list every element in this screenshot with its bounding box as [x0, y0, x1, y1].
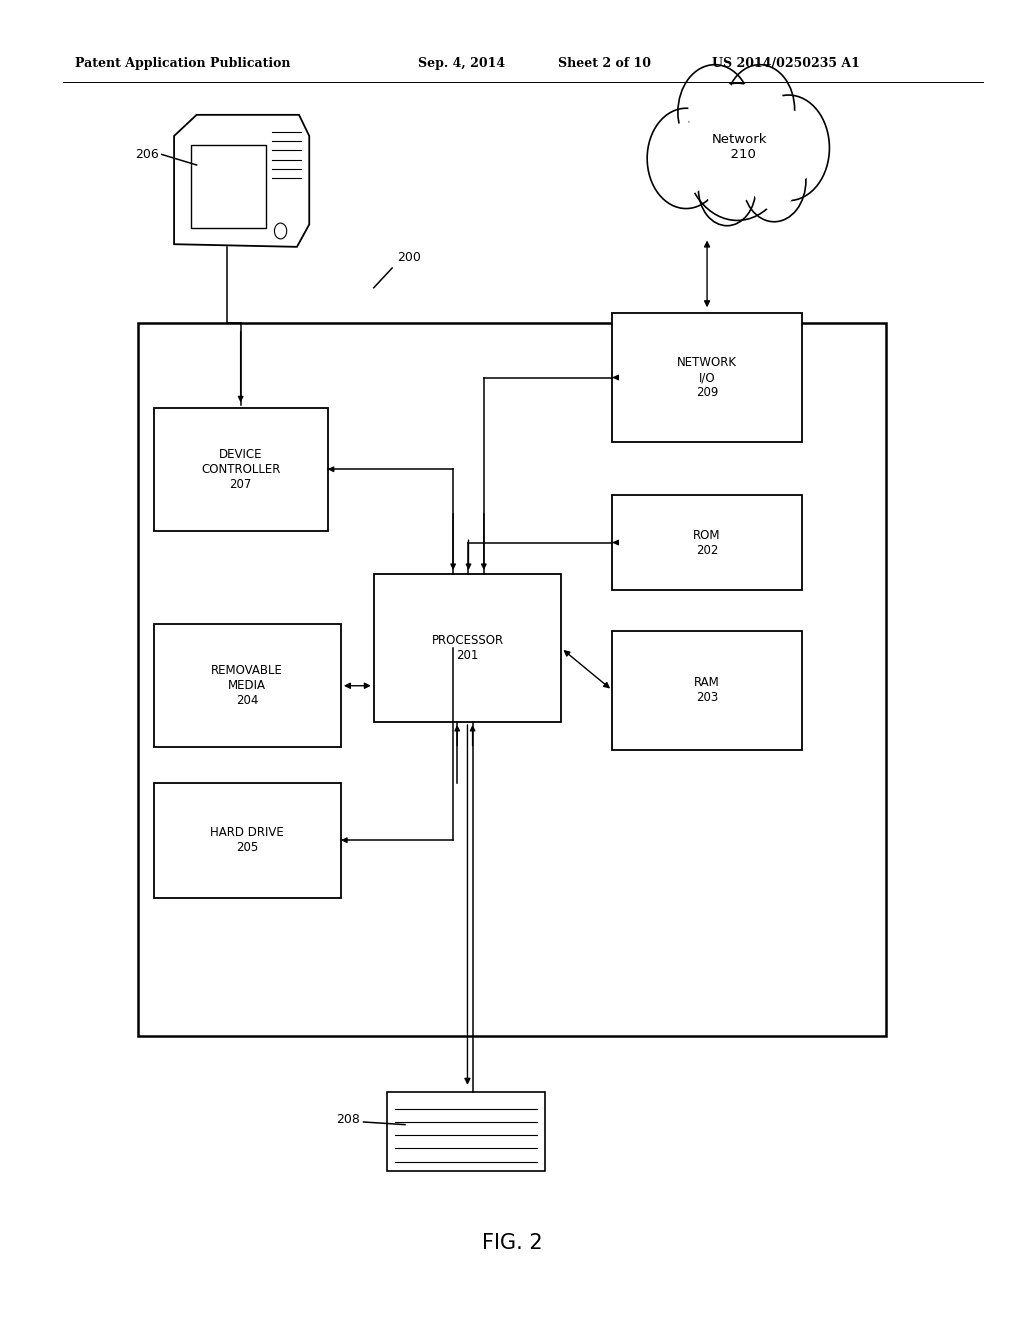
- Bar: [612, 495, 802, 590]
- Bar: [612, 313, 802, 442]
- Text: US 2014/0250235 A1: US 2014/0250235 A1: [712, 57, 859, 70]
- Circle shape: [752, 152, 797, 210]
- Bar: [154, 408, 328, 531]
- Polygon shape: [191, 145, 266, 228]
- Bar: [612, 631, 802, 750]
- Bar: [374, 574, 561, 722]
- Bar: [138, 323, 886, 1036]
- Text: RAM
203: RAM 203: [694, 676, 720, 705]
- Text: DEVICE
CONTROLLER
207: DEVICE CONTROLLER 207: [201, 447, 281, 491]
- Circle shape: [725, 65, 795, 154]
- Circle shape: [274, 223, 287, 239]
- Circle shape: [759, 110, 818, 186]
- Bar: [387, 1092, 545, 1171]
- Text: Sep. 4, 2014: Sep. 4, 2014: [418, 57, 505, 70]
- Text: REMOVABLE
MEDIA
204: REMOVABLE MEDIA 204: [211, 664, 284, 708]
- Circle shape: [678, 65, 752, 160]
- Circle shape: [688, 78, 741, 147]
- Text: FIG. 2: FIG. 2: [481, 1233, 543, 1254]
- Text: Patent Application Publication: Patent Application Publication: [75, 57, 290, 70]
- Text: 208: 208: [337, 1113, 360, 1126]
- Text: 200: 200: [397, 251, 421, 264]
- Text: ROM
202: ROM 202: [693, 528, 721, 557]
- Text: HARD DRIVE
205: HARD DRIVE 205: [210, 826, 285, 854]
- Text: 206: 206: [135, 148, 159, 161]
- Text: Sheet 2 of 10: Sheet 2 of 10: [558, 57, 651, 70]
- Text: Network
  210: Network 210: [712, 132, 767, 161]
- Circle shape: [658, 123, 714, 194]
- Circle shape: [647, 108, 725, 209]
- Circle shape: [748, 95, 829, 201]
- Circle shape: [698, 152, 756, 226]
- Circle shape: [735, 78, 784, 141]
- Circle shape: [742, 140, 806, 222]
- Circle shape: [684, 83, 791, 220]
- Text: PROCESSOR
201: PROCESSOR 201: [431, 634, 504, 663]
- Circle shape: [707, 162, 748, 215]
- Bar: [154, 783, 341, 898]
- Bar: [154, 624, 341, 747]
- Polygon shape: [174, 115, 309, 247]
- Circle shape: [699, 103, 775, 201]
- Text: NETWORK
I/O
209: NETWORK I/O 209: [677, 356, 737, 399]
